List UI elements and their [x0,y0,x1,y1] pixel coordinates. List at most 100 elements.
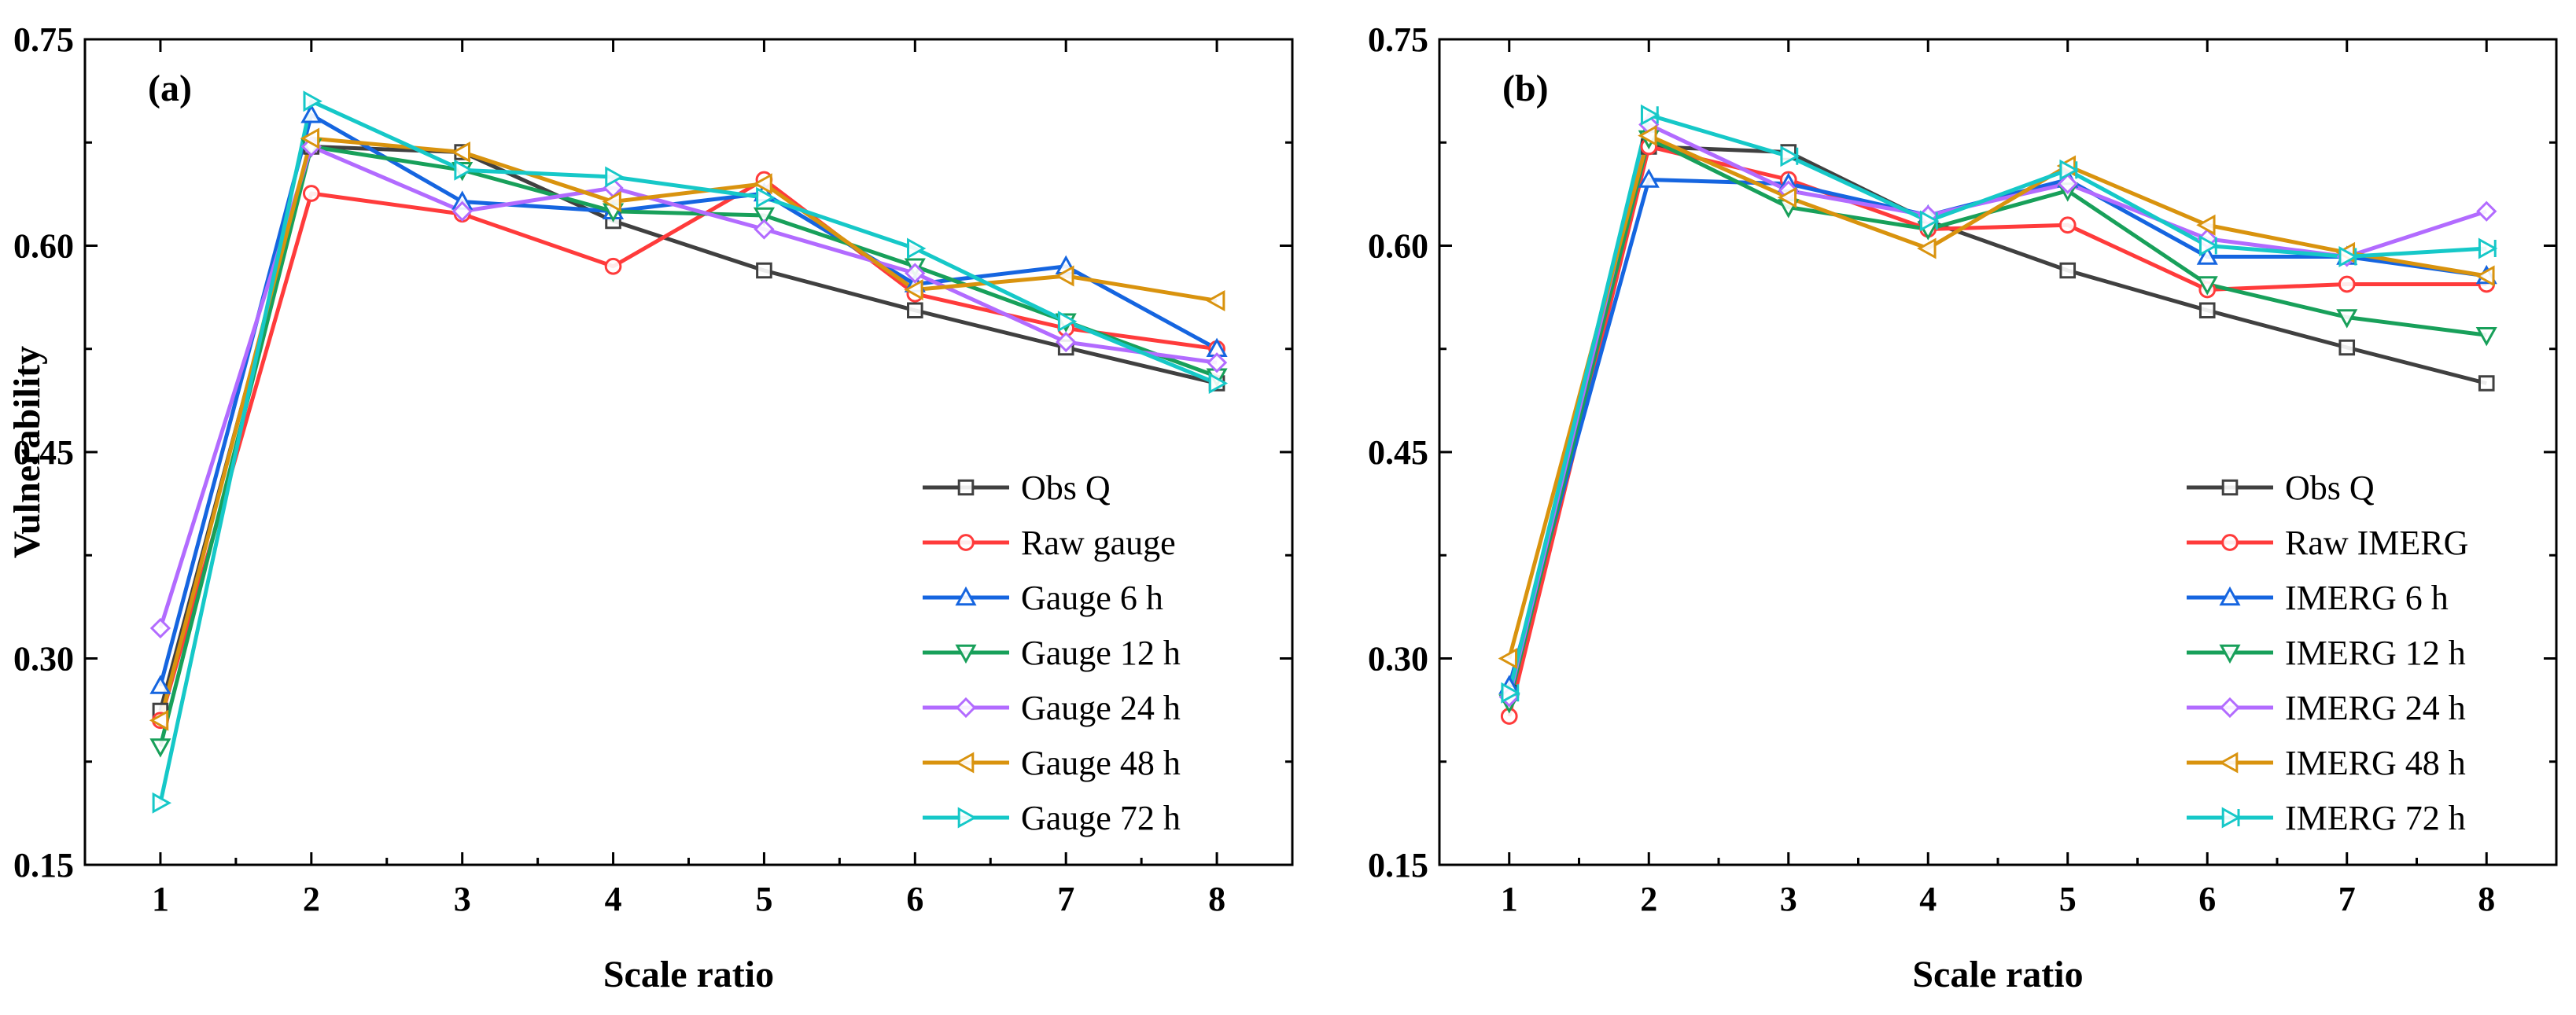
panel-label: (b) [1502,68,1549,109]
y-tick-label: 0.15 [1368,846,1428,884]
series-6-point [605,166,625,188]
series-5-point [602,190,621,213]
series-5-point [1055,265,1074,287]
y-tick-label: 0.30 [1368,640,1428,679]
series-5-point [1917,237,1937,259]
series-line-6 [1507,112,2487,693]
series-3-point [149,738,171,758]
series-4-point [451,200,473,222]
legend-marker-0 [2221,479,2239,496]
series-6-point [756,186,776,208]
y-tick-label: 0.45 [13,433,74,472]
series-6-point [1057,311,1078,333]
legend-label-6: Gauge 72 h [1021,799,1181,837]
legend-label-3: Gauge 12 h [1021,634,1181,672]
panel-a: 0.15 0.30 0.45 0.60 0.75 1 2 3 4 5 6 7 8 Scale ratio V… [6,20,1294,995]
series-line-6 [158,99,1218,804]
legend-marker-6 [2221,807,2242,829]
series-1-point [2058,216,2077,234]
series-6-point [907,237,927,259]
series-0-point [907,302,923,319]
legend-marker-3 [955,644,977,664]
series-5-point [753,173,772,195]
series-6-point [2478,237,2498,259]
series-6-point [1919,210,1940,232]
series-2-point [1638,168,1660,188]
legend-label-0: Obs Q [2285,469,2375,507]
series-3-point [753,207,775,227]
y-tick-label: 0.60 [1368,227,1428,266]
legend-marker-6 [957,807,978,829]
series-4-point [2476,200,2497,222]
legend-marker-1 [2221,534,2239,551]
series-2-point [300,104,322,123]
series-line-0 [158,145,1218,712]
legend-label-4: Gauge 24 h [1021,689,1181,727]
legend-label-3: IMERG 12 h [2285,634,2466,672]
x-tick-label: 8 [2478,880,2495,918]
legend-marker-1 [957,534,975,551]
series-line-2 [158,112,1218,687]
x-axis-title: Scale ratio [603,954,774,995]
x-tick-label: 3 [454,880,471,918]
series-6-point [1208,372,1229,395]
legend-label-6: IMERG 72 h [2285,799,2466,837]
series-5-point [2475,265,2495,287]
x-tick-label: 2 [1640,880,1657,918]
series-5-point [300,127,320,149]
series-5-point [149,709,169,731]
series-line-1 [1507,145,2487,717]
series-5-point [1205,289,1225,312]
legend-marker-5 [954,752,975,774]
x-tick-label: 7 [2338,880,2356,918]
x-axis-title: Scale ratio [1912,954,2083,995]
series-0-point [2059,262,2077,279]
legend-marker-5 [2218,752,2239,774]
series-line-5 [1507,134,2487,660]
series-6-point [454,159,474,181]
series-6-point [152,792,172,814]
series-5-point [904,278,923,301]
x-tick-label: 4 [605,880,622,918]
series-4-point [1056,331,1077,353]
legend-label-1: Raw gauge [1021,524,1176,562]
series-4-point [149,617,171,639]
series-1-point [302,185,320,202]
y-axis-title: Vulnerability [6,346,48,558]
series-4-point [754,219,775,240]
legend-label-4: IMERG 24 h [2285,689,2466,727]
series-line-5 [158,136,1218,721]
x-tick-label: 6 [906,880,923,918]
series-0-point [2338,339,2356,356]
y-tick-label: 0.30 [13,640,74,679]
x-tick-label: 1 [1501,880,1518,918]
series-0-point [2478,375,2495,392]
series-1-point [604,257,622,275]
series-3-point [2475,326,2497,347]
series-4-point [905,263,926,284]
legend-marker-2 [2219,586,2241,606]
series-5-point [1777,186,1797,208]
series-6-point [1501,682,1520,704]
legend-marker-3 [2219,644,2241,664]
series-6-point [1640,104,1660,126]
legend-label-0: Obs Q [1021,469,1111,507]
series-6-point [2198,234,2219,257]
x-tick-label: 4 [1919,880,1937,918]
y-tick-label: 0.75 [13,20,74,59]
series-2-point [2196,245,2218,265]
panel-label: (a) [148,68,192,109]
series-5-point [2196,214,2216,236]
series-line-3 [1507,136,2487,704]
y-tick-label: 0.75 [1368,20,1428,59]
y-tick-label: 0.15 [13,846,74,884]
x-tick-label: 5 [2059,880,2077,918]
legend-label-2: Gauge 6 h [1021,579,1163,617]
legend-label-2: IMERG 6 h [2285,579,2449,617]
series-line-1 [158,178,1218,721]
series-1-point [2338,275,2356,293]
x-tick-label: 6 [2198,880,2216,918]
series-5-point [451,141,470,164]
x-tick-label: 2 [303,880,320,918]
